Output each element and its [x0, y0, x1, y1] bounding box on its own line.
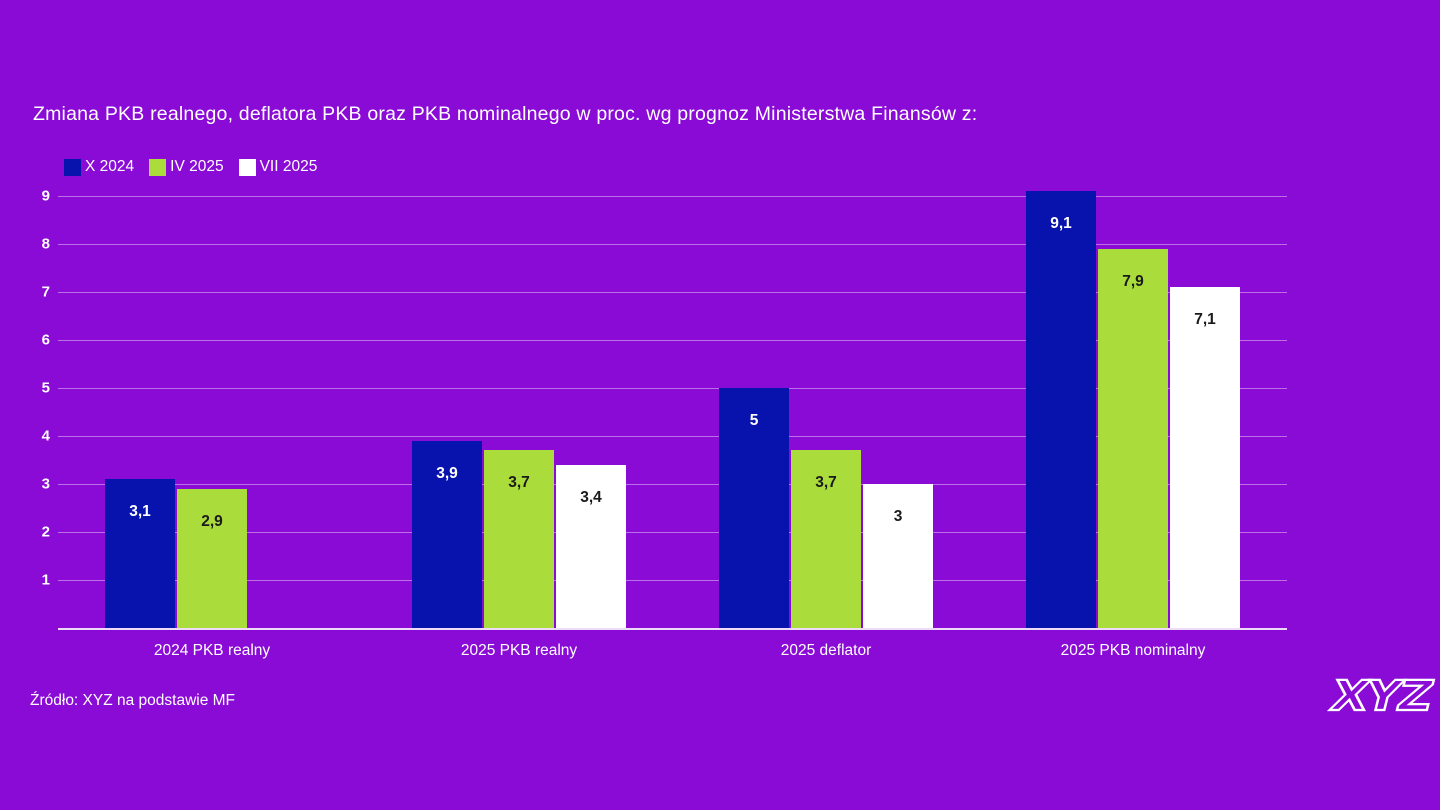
- y-tick-label: 4: [41, 427, 50, 445]
- bar-x-2024-2025-deflator: 5: [719, 388, 789, 628]
- gridline: [58, 484, 1287, 485]
- xyz-logo: XYZ: [1252, 664, 1437, 728]
- y-tick-label: 8: [41, 235, 50, 253]
- category-label: 2025 PKB nominalny: [1060, 642, 1206, 659]
- legend-item-iv-2025: IV 2025: [149, 158, 224, 176]
- bar-x-2024-2025-pkb-realny: 3,9: [412, 440, 482, 628]
- category-label: 2025 deflator: [780, 642, 872, 659]
- legend-item-vii-2025: VII 2025: [238, 158, 318, 176]
- bar-value-label: 3,1: [129, 503, 151, 521]
- bar-value-label: 3,9: [436, 464, 458, 482]
- bar-x-2024-2025-pkb-nominalny: 9,1: [1026, 191, 1096, 628]
- legend-swatch-white: [238, 158, 256, 176]
- legend-swatch-green: [149, 158, 167, 176]
- y-tick-label: 1: [41, 571, 50, 589]
- bar-value-label: 3,7: [508, 474, 530, 492]
- bar-value-label: 3: [893, 508, 903, 525]
- bar-vii-2025-2025-pkb-nominalny: 7,1: [1170, 287, 1240, 628]
- legend-item-x-2024: X 2024: [64, 158, 134, 176]
- gridline: [58, 436, 1287, 437]
- y-tick-label: 2: [41, 523, 50, 541]
- chart-legend: X 2024 IV 2025 VII 2025: [64, 158, 317, 176]
- gridline: [58, 292, 1287, 293]
- gridline: [58, 532, 1287, 533]
- y-tick-label: 9: [41, 187, 50, 205]
- bar-iv-2025-2025-pkb-nominalny: 7,9: [1098, 248, 1168, 628]
- gridline: [58, 196, 1287, 197]
- chart-title: Zmiana PKB realnego, deflatora PKB oraz …: [33, 103, 978, 125]
- plot-area: 1 2 3 4 5 6 7 8 9 3,1 2,9 2024 PKB realny 3,9 3,7 3,4 2…: [42, 140, 1287, 659]
- bar-value-label: 9,1: [1050, 215, 1072, 233]
- bar-iv-2025-2025-pkb-realny: 3,7: [484, 450, 554, 628]
- bar-vii-2025-2025-pkb-realny: 3,4: [556, 464, 626, 628]
- y-tick-label: 7: [41, 283, 50, 301]
- category-label: 2025 PKB realny: [460, 642, 578, 659]
- bar-vii-2025-2025-deflator: 3: [863, 484, 933, 628]
- bar-value-label: 2,9: [201, 512, 223, 530]
- bar-iv-2025-2024-pkb-realny: 2,9: [177, 488, 247, 628]
- bar-value-label: 3,4: [580, 488, 602, 506]
- gridline: [58, 244, 1287, 245]
- bar-value-label: 7,1: [1194, 311, 1216, 329]
- legend-swatch-blue: [64, 158, 81, 176]
- y-tick-label: 3: [41, 475, 50, 493]
- bar-value-label: 3,7: [815, 474, 837, 492]
- gridline: [58, 340, 1287, 341]
- y-tick-label: 6: [41, 331, 50, 349]
- bar-iv-2025-2025-deflator: 3,7: [791, 450, 861, 628]
- gridline: [58, 580, 1287, 581]
- bar-value-label: 7,9: [1122, 272, 1144, 290]
- xyz-logo-text: XYZ: [1324, 671, 1437, 722]
- source-note: Źródło: XYZ na podstawie MF: [30, 692, 236, 709]
- category-label: 2024 PKB realny: [153, 642, 271, 659]
- legend-label: IV 2025: [170, 158, 224, 175]
- legend-label: VII 2025: [259, 158, 318, 175]
- bar-value-label: 5: [749, 412, 759, 429]
- y-tick-label: 5: [41, 379, 50, 397]
- gridline: [58, 388, 1287, 389]
- legend-label: X 2024: [85, 158, 135, 175]
- bar-x-2024-2024-pkb-realny: 3,1: [105, 479, 175, 628]
